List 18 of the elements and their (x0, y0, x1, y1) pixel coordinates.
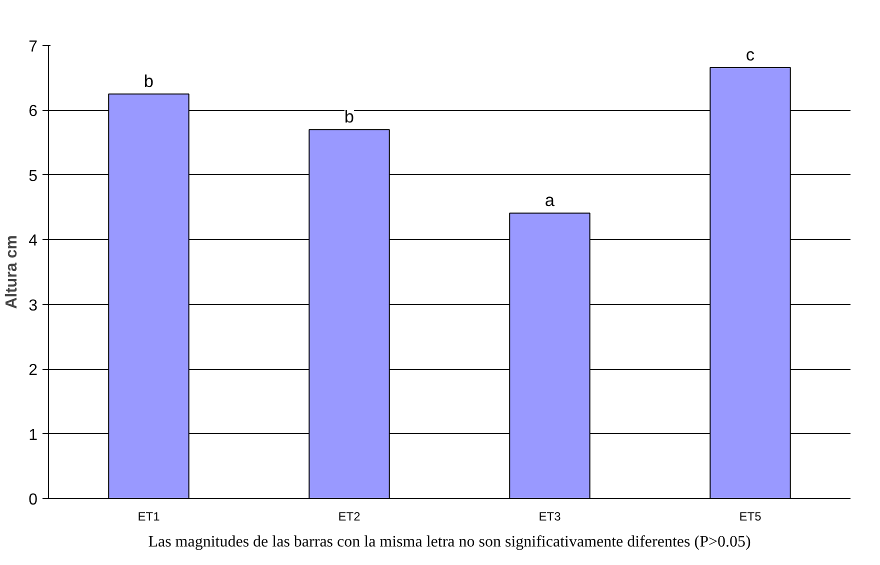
text: Las magnitudes de las barras con la misma letra no son significativamente diferentes (P>0.05) (148, 534, 751, 550)
y-tick-label: 4 (28, 232, 38, 250)
annotation: c (746, 44, 755, 65)
annotation: a (544, 190, 555, 210)
y-tick-label: 2 (28, 362, 38, 380)
y-tick-label: 0 (28, 492, 38, 508)
y-tick-label: 5 (28, 168, 38, 185)
y-tick-label: 7 (28, 38, 38, 56)
x-tick-label: ET5 (739, 510, 762, 524)
y-tick-label: 6 (28, 103, 38, 120)
y-axis-title: Altura cm (4, 235, 21, 309)
y-tick-label: 1 (28, 426, 38, 444)
x-tick-label: ET1 (138, 510, 160, 524)
x-tick-label: ET3 (538, 510, 562, 524)
annotation: b (144, 71, 154, 92)
x-tick-label: ET2 (338, 510, 361, 524)
annotation: b (344, 106, 354, 127)
y-tick-label: 3 (28, 297, 38, 314)
